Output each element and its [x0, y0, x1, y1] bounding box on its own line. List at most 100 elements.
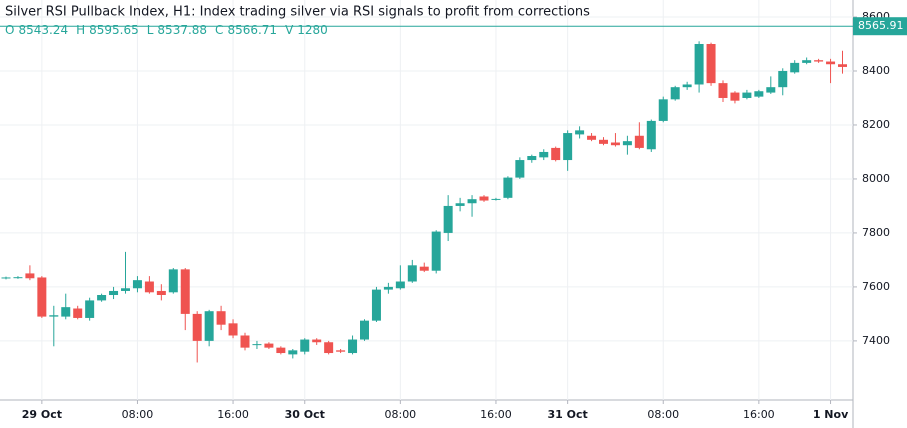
candle-body — [826, 61, 836, 65]
legend-key: V — [285, 23, 294, 37]
candle-body — [288, 350, 298, 355]
candle-body — [479, 196, 489, 201]
candle-body — [610, 142, 620, 146]
candle-body — [228, 323, 238, 336]
candle-body — [670, 87, 680, 100]
chart-title: Silver RSI Pullback Index, H1: Index tra… — [5, 5, 590, 20]
candle-body — [264, 343, 274, 348]
candle-body — [61, 307, 71, 317]
x-tick-label: 16:00 — [217, 408, 249, 421]
candle-body — [300, 339, 310, 352]
candle-body — [348, 339, 358, 354]
x-tick-label: 08:00 — [647, 408, 679, 421]
candle-body — [216, 311, 226, 325]
x-tick-label: 16:00 — [480, 408, 512, 421]
candle-body — [551, 147, 561, 161]
candles — [0, 25, 853, 363]
x-tick-label: 16:00 — [743, 408, 775, 421]
candle-body — [802, 60, 812, 63]
grid — [0, 0, 853, 400]
candle-body — [539, 151, 549, 158]
y-tick-label: 7800 — [862, 226, 890, 239]
y-tick-label: 8400 — [862, 64, 890, 77]
candle-body — [658, 99, 668, 121]
candle-body — [503, 177, 513, 198]
candle-body — [395, 281, 405, 289]
legend-value: 8537.88 — [157, 23, 207, 37]
candle-body — [766, 87, 776, 93]
candle-body — [467, 199, 477, 204]
candle-body — [85, 300, 95, 318]
candle-body — [168, 269, 178, 293]
y-tick-label: 7400 — [862, 334, 890, 347]
y-tick-label: 7600 — [862, 280, 890, 293]
candle-body — [778, 70, 788, 88]
candle-body — [742, 92, 752, 98]
candle-body — [240, 335, 250, 348]
candle-body — [682, 84, 692, 88]
candle-body — [515, 160, 525, 178]
legend-value: 1280 — [297, 23, 328, 37]
legend-key: O — [5, 23, 14, 37]
candle-body — [575, 130, 585, 135]
candle-body — [312, 339, 322, 343]
candle-body — [132, 280, 142, 289]
ohlc-legend: O 8543.24 H 8595.65 L 8537.88 C 8566.71 V 1280 — [5, 23, 328, 37]
candle-body — [276, 347, 286, 354]
candle-body — [204, 311, 214, 341]
candle-body — [25, 273, 35, 279]
candle-body — [754, 91, 764, 97]
last-price-label: 8565.91 — [858, 19, 904, 32]
candle-body — [599, 139, 608, 144]
candle-body — [491, 198, 501, 200]
last-price-box — [853, 17, 907, 36]
candle-body — [455, 203, 465, 206]
candle-body — [180, 269, 190, 314]
candle-body — [324, 342, 334, 354]
legend-value: 8566.71 — [227, 23, 277, 37]
candle-body — [109, 290, 119, 296]
candle-body — [634, 135, 644, 148]
candle-body — [371, 289, 381, 321]
candle-body — [718, 83, 728, 98]
candle-body — [1, 277, 11, 279]
candle-body — [49, 315, 59, 317]
candle-body — [431, 231, 441, 271]
candle-body — [730, 92, 740, 101]
legend-value: 8543.24 — [18, 23, 68, 37]
x-tick-label: 29 Oct — [22, 408, 62, 421]
legend-key: H — [76, 23, 85, 37]
candle-body — [252, 344, 262, 346]
candle-body — [336, 350, 346, 352]
candle-body — [121, 288, 130, 291]
y-tick-label: 8000 — [862, 172, 890, 185]
y-tick-label: 8200 — [862, 118, 890, 131]
candle-body — [706, 43, 716, 84]
candle-body — [383, 286, 393, 290]
x-tick-label: 1 Nov — [813, 408, 849, 421]
candle-body — [587, 135, 597, 140]
candle-body — [838, 64, 847, 67]
legend-value: 8595.65 — [89, 23, 139, 37]
candle-body — [646, 120, 656, 150]
legend-key: L — [147, 23, 154, 37]
candle-body — [622, 141, 632, 146]
x-tick-label: 08:00 — [122, 408, 154, 421]
candle-body — [144, 281, 154, 293]
x-tick-label: 30 Oct — [285, 408, 325, 421]
candle-body — [527, 156, 537, 161]
legend-key: C — [215, 23, 223, 37]
candle-body — [13, 277, 23, 279]
candle-body — [156, 290, 166, 296]
candle-body — [814, 60, 824, 62]
candle-body — [37, 277, 47, 317]
candle-body — [419, 266, 429, 271]
candle-body — [360, 320, 369, 340]
candle-body — [73, 308, 83, 318]
candle-body — [790, 62, 800, 73]
x-tick-label: 31 Oct — [548, 408, 588, 421]
candle-body — [192, 313, 202, 341]
candle-body — [694, 43, 704, 85]
